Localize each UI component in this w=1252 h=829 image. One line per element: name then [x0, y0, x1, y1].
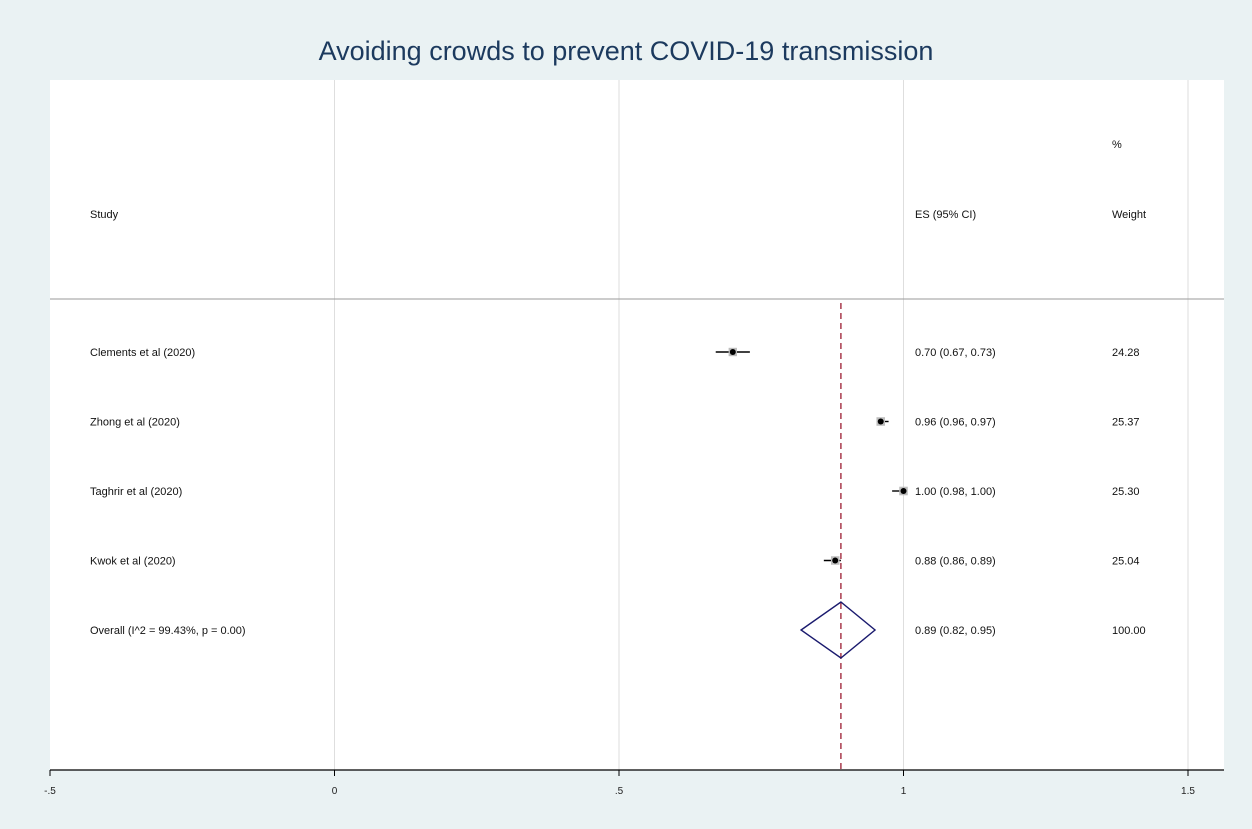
x-tick-label: .5 [615, 786, 624, 797]
x-tick-label: 0 [332, 786, 338, 797]
study-label: Clements et al (2020) [90, 347, 195, 359]
study-weight: 25.30 [1112, 486, 1140, 498]
study-es: 1.00 (0.98, 1.00) [915, 486, 996, 498]
overall-weight: 100.00 [1112, 625, 1146, 637]
x-tick-label: -.5 [44, 786, 56, 797]
chart-title: Avoiding crowds to prevent COVID-19 tran… [319, 36, 934, 66]
header-es: ES (95% CI) [915, 209, 976, 221]
overall-diamond [799, 601, 877, 659]
study-es: 0.88 (0.86, 0.89) [915, 556, 996, 568]
study-label: Zhong et al (2020) [90, 417, 180, 429]
overall-es: 0.89 (0.82, 0.95) [915, 625, 996, 637]
plot-area [50, 80, 1224, 770]
study-point [877, 418, 884, 425]
study-point [729, 349, 736, 355]
header-study: Study [90, 209, 119, 221]
study-point [900, 488, 907, 494]
study-es: 0.96 (0.96, 0.97) [915, 417, 996, 429]
study-es: 0.70 (0.67, 0.73) [915, 347, 996, 359]
header-weight-percent: % [1112, 139, 1122, 151]
x-tick-label: 1.5 [1181, 786, 1195, 797]
overall-label: Overall (I^2 = 99.43%, p = 0.00) [90, 625, 246, 637]
header-weight: Weight [1112, 209, 1146, 221]
study-weight: 25.04 [1112, 556, 1140, 568]
study-label: Kwok et al (2020) [90, 556, 176, 568]
x-tick-label: 1 [901, 786, 907, 797]
study-weight: 24.28 [1112, 347, 1140, 359]
study-label: Taghrir et al (2020) [90, 486, 182, 498]
study-weight: 25.37 [1112, 417, 1140, 429]
study-point [832, 557, 839, 564]
